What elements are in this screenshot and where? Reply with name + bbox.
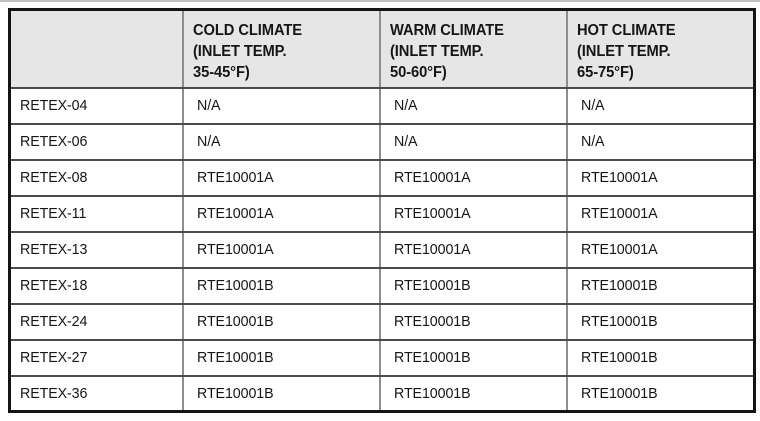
model-label: RETEX-36 [20, 384, 88, 402]
warm-value-cell: RTE10001A [378, 194, 568, 233]
header-warm-climate: WARM CLIMATE (INLET TEMP. 50-60°F) [378, 8, 568, 89]
header-hot-climate: HOT CLIMATE (INLET TEMP. 65-75°F) [565, 8, 756, 89]
part-number: RTE10001B [580, 277, 658, 294]
cold-value-cell: RTE10001B [181, 338, 381, 377]
warm-value-cell: RTE10001B [378, 338, 568, 377]
cold-value-cell: RTE10001B [181, 374, 381, 413]
header-warm-climate-label: WARM CLIMATE (INLET TEMP. 50-60°F) [389, 22, 504, 81]
header-cold-climate: COLD CLIMATE (INLET TEMP. 35-45°F) [181, 8, 381, 89]
part-number: RTE10001B [196, 384, 274, 402]
header-hot-climate-label: HOT CLIMATE (INLET TEMP. 65-75°F) [576, 22, 676, 81]
warm-value-cell: RTE10001A [378, 230, 568, 269]
model-cell: RETEX-27 [8, 338, 184, 377]
table-row: RETEX-36 RTE10001B RTE10001B RTE10001B [8, 374, 756, 413]
part-number: RTE10001A [196, 241, 274, 258]
part-number: N/A [580, 97, 605, 114]
hot-value-cell: RTE10001A [565, 194, 756, 233]
part-number: RTE10001B [393, 313, 471, 330]
part-number: RTE10001B [580, 384, 658, 402]
hot-value-cell: RTE10001B [565, 338, 756, 377]
model-label: RETEX-13 [20, 241, 88, 258]
part-number: N/A [580, 133, 605, 150]
part-number: RTE10001A [196, 205, 274, 222]
part-number: RTE10001B [393, 384, 471, 402]
warm-value-cell: RTE10001A [378, 158, 568, 197]
header-cold-climate-label: COLD CLIMATE (INLET TEMP. 35-45°F) [192, 22, 302, 81]
part-number: RTE10001A [393, 169, 471, 186]
warm-value-cell: RTE10001B [378, 266, 568, 305]
part-number: N/A [196, 97, 221, 114]
part-number: N/A [393, 133, 418, 150]
table-row: RETEX-18 RTE10001B RTE10001B RTE10001B [8, 266, 756, 305]
part-number: RTE10001A [393, 241, 471, 258]
part-number: N/A [196, 133, 221, 150]
model-cell: RETEX-18 [8, 266, 184, 305]
cold-value-cell: N/A [181, 122, 381, 161]
hot-value-cell: RTE10001B [565, 266, 756, 305]
warm-value-cell: N/A [378, 122, 568, 161]
hot-value-cell: RTE10001A [565, 230, 756, 269]
model-label: RETEX-27 [20, 349, 88, 366]
retex-climate-compatibility-table: COLD CLIMATE (INLET TEMP. 35-45°F) WARM … [8, 8, 756, 413]
table-row: RETEX-11 RTE10001A RTE10001A RTE10001A [8, 194, 756, 233]
model-label: RETEX-08 [20, 169, 88, 186]
model-label: RETEX-04 [20, 97, 88, 114]
table-row: RETEX-27 RTE10001B RTE10001B RTE10001B [8, 338, 756, 377]
cold-value-cell: RTE10001A [181, 230, 381, 269]
part-number: RTE10001A [196, 169, 274, 186]
table-body: RETEX-04 N/A N/A N/A RETEX-06 N/A N/A N/A RETEX-… [8, 86, 756, 413]
part-number: RTE10001A [580, 205, 658, 222]
part-number: RTE10001A [580, 241, 658, 258]
page-top-edge-line [0, 0, 760, 2]
hot-value-cell: N/A [565, 122, 756, 161]
warm-value-cell: N/A [378, 86, 568, 125]
model-label: RETEX-11 [20, 205, 87, 222]
model-label: RETEX-24 [20, 313, 88, 330]
warm-value-cell: RTE10001B [378, 302, 568, 341]
table-row: RETEX-04 N/A N/A N/A [8, 86, 756, 125]
part-number: RTE10001B [196, 349, 274, 366]
part-number: RTE10001B [393, 277, 471, 294]
model-cell: RETEX-04 [8, 86, 184, 125]
table-row: RETEX-13 RTE10001A RTE10001A RTE10001A [8, 230, 756, 269]
part-number: N/A [393, 97, 418, 114]
part-number: RTE10001A [580, 169, 658, 186]
table-row: RETEX-24 RTE10001B RTE10001B RTE10001B [8, 302, 756, 341]
table-row: RETEX-06 N/A N/A N/A [8, 122, 756, 161]
hot-value-cell: N/A [565, 86, 756, 125]
model-cell: RETEX-11 [8, 194, 184, 233]
cold-value-cell: RTE10001A [181, 194, 381, 233]
table-row: RETEX-08 RTE10001A RTE10001A RTE10001A [8, 158, 756, 197]
cold-value-cell: RTE10001A [181, 158, 381, 197]
header-corner-cell [8, 8, 184, 89]
hot-value-cell: RTE10001A [565, 158, 756, 197]
model-cell: RETEX-06 [8, 122, 184, 161]
cold-value-cell: RTE10001B [181, 302, 381, 341]
hot-value-cell: RTE10001B [565, 302, 756, 341]
part-number: RTE10001A [393, 205, 471, 222]
model-cell: RETEX-13 [8, 230, 184, 269]
cold-value-cell: N/A [181, 86, 381, 125]
header-row: COLD CLIMATE (INLET TEMP. 35-45°F) WARM … [8, 8, 756, 89]
model-label: RETEX-06 [20, 133, 88, 150]
model-cell: RETEX-36 [8, 374, 184, 413]
table-header: COLD CLIMATE (INLET TEMP. 35-45°F) WARM … [8, 8, 756, 89]
model-label: RETEX-18 [20, 277, 88, 294]
part-number: RTE10001B [196, 313, 274, 330]
part-number: RTE10001B [196, 277, 274, 294]
hot-value-cell: RTE10001B [565, 374, 756, 413]
part-number: RTE10001B [580, 313, 658, 330]
warm-value-cell: RTE10001B [378, 374, 568, 413]
part-number: RTE10001B [393, 349, 471, 366]
model-cell: RETEX-08 [8, 158, 184, 197]
part-number: RTE10001B [580, 349, 658, 366]
cold-value-cell: RTE10001B [181, 266, 381, 305]
model-cell: RETEX-24 [8, 302, 184, 341]
